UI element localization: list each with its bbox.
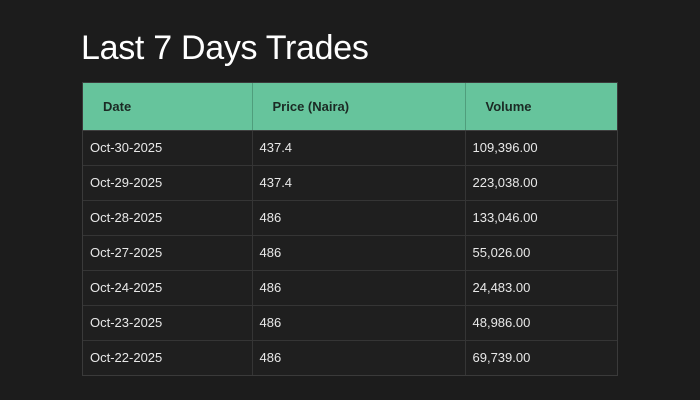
cell-date: Oct-23-2025 [83, 305, 253, 341]
table-row: Oct-27-2025 486 55,026.00 [83, 235, 617, 271]
cell-date: Oct-29-2025 [83, 165, 253, 201]
cell-volume: 48,986.00 [465, 305, 617, 341]
page-title: Last 7 Days Trades [81, 29, 369, 67]
cell-volume: 109,396.00 [465, 130, 617, 166]
table-row: Oct-22-2025 486 69,739.00 [83, 340, 617, 375]
table-header: Date Price (Naira) Volume [83, 83, 617, 131]
column-header-price: Price (Naira) [252, 83, 466, 131]
cell-price: 486 [252, 270, 466, 306]
cell-date: Oct-27-2025 [83, 235, 253, 271]
table-header-row: Date Price (Naira) Volume [83, 83, 617, 131]
cell-price: 486 [252, 305, 466, 341]
cell-price: 486 [252, 235, 466, 271]
table-row: Oct-29-2025 437.4 223,038.00 [83, 165, 617, 201]
cell-volume: 55,026.00 [465, 235, 617, 271]
cell-price: 437.4 [252, 130, 466, 166]
table-row: Oct-23-2025 486 48,986.00 [83, 305, 617, 341]
table-body: Oct-30-2025 437.4 109,396.00 Oct-29-2025… [83, 130, 617, 375]
cell-volume: 223,038.00 [465, 165, 617, 201]
table-row: Oct-30-2025 437.4 109,396.00 [83, 130, 617, 166]
cell-volume: 133,046.00 [465, 200, 617, 236]
cell-date: Oct-22-2025 [83, 340, 253, 375]
cell-date: Oct-30-2025 [83, 130, 253, 166]
cell-price: 486 [252, 340, 466, 375]
column-header-volume: Volume [465, 83, 617, 131]
cell-price: 486 [252, 200, 466, 236]
column-header-date: Date [83, 83, 253, 131]
trades-table: Date Price (Naira) Volume Oct-30-2025 43… [83, 83, 617, 375]
cell-volume: 24,483.00 [465, 270, 617, 306]
cell-volume: 69,739.00 [472, 350, 531, 366]
cell-date: Oct-24-2025 [83, 270, 253, 306]
cell-price: 437.4 [252, 165, 466, 201]
table-row: Oct-28-2025 486 133,046.00 [83, 200, 617, 236]
table-row: Oct-24-2025 486 24,483.00 [83, 270, 617, 306]
trades-table-container: Date Price (Naira) Volume Oct-30-2025 43… [82, 82, 618, 376]
cell-date: Oct-28-2025 [83, 200, 253, 236]
